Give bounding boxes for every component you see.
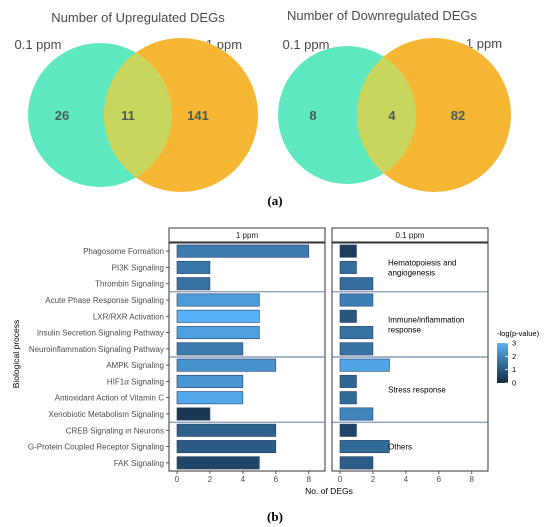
bar-1-7: [339, 358, 390, 372]
x-tick-label-1-2: 2: [371, 475, 376, 484]
bar-0-11: [176, 423, 277, 437]
venn-upregulated: Number of Upregulated DEGs 0.1 ppm 1 ppm…: [15, 10, 258, 192]
venn-left-label-up: 0.1 ppm: [15, 37, 62, 52]
colorbar-title: -log(p-value): [497, 329, 540, 338]
bar-0-0: [176, 244, 310, 258]
colorbar-tick-label-3: 0: [512, 379, 516, 388]
group-label-3-0: Others: [388, 443, 412, 452]
group-label-0-0: Hematopoiesis and: [388, 258, 456, 267]
bar-0-7: [176, 358, 277, 372]
bar-1-9: [339, 391, 357, 405]
category-label-5: Insulin Secretion Signaling Pathway: [37, 329, 164, 338]
group-label-2-0: Stress response: [388, 386, 446, 395]
x-tick-label-1-0: 0: [338, 475, 343, 484]
category-label-8: HIF1α Signaling: [107, 377, 164, 386]
venn-count-right-down: 82: [451, 108, 465, 123]
category-label-1: PI3K Signaling: [112, 263, 164, 272]
category-label-4: LXR/RXR Activation: [93, 312, 164, 321]
bar-1-0: [339, 244, 357, 258]
panel-label-b: (b): [267, 509, 283, 524]
x-tick-label-1-4: 4: [404, 475, 409, 484]
bar-0-1: [176, 260, 211, 274]
bar-1-6: [339, 342, 374, 356]
bar-0-2: [176, 277, 211, 291]
bar-0-3: [176, 293, 260, 307]
venn-overlap-down: [357, 46, 416, 184]
bar-1-3: [339, 293, 374, 307]
bar-0-5: [176, 326, 260, 340]
bar-1-5: [339, 326, 374, 340]
bar-1-13: [339, 456, 374, 470]
category-label-9: Antioxidant Action of Vitamin C: [55, 394, 164, 403]
group-label-1-0: Immune/inflammation: [388, 315, 464, 324]
colorbar-tick-label-0: 3: [512, 339, 516, 348]
x-tick-label-0-8: 8: [307, 475, 312, 484]
bar-0-10: [176, 407, 211, 421]
bar-0-6: [176, 342, 244, 356]
bar-0-9: [176, 391, 244, 405]
bar-1-2: [339, 277, 374, 291]
venn-downregulated: Number of Downregulated DEGs 0.1 ppm 1 p…: [278, 8, 511, 192]
bar-1-1: [339, 260, 357, 274]
bar-1-4: [339, 309, 357, 323]
x-axis-title: No. of DEGs: [305, 486, 353, 496]
category-label-3: Acute Phase Response Signaling: [45, 296, 164, 305]
venn-count-left-down: 8: [309, 108, 316, 123]
category-label-11: CREB Signaling in Neurons: [66, 426, 164, 435]
venn-left-label-down: 0.1 ppm: [283, 37, 330, 52]
group-label-0-1: angiogenesis: [388, 268, 435, 277]
colorbar: [497, 343, 508, 383]
category-label-2: Thrombin Signaling: [95, 280, 164, 289]
bar-1-10: [339, 407, 374, 421]
category-label-0: Phagosome Formation: [83, 247, 164, 256]
facet-strip-label-1: 0.1 ppm: [396, 231, 425, 240]
colorbar-tick-label-2: 1: [512, 365, 516, 374]
venn-title-up: Number of Upregulated DEGs: [51, 10, 225, 25]
y-axis-title: Biological process: [11, 320, 21, 389]
venn-overlap-up: [104, 43, 172, 187]
category-label-10: Xenobiotic Metabolism Signaling: [48, 410, 164, 419]
venn-count-overlap-down: 4: [388, 108, 396, 123]
category-label-7: AMPK Signaling: [106, 361, 164, 370]
bar-0-8: [176, 374, 244, 388]
x-tick-label-0-2: 2: [208, 475, 213, 484]
panel-label-a: (a): [267, 193, 282, 208]
venn-title-down: Number of Downregulated DEGs: [287, 8, 478, 23]
facet-strip-0: [168, 227, 326, 243]
category-label-12: G-Protein Coupled Receptor Signaling: [28, 443, 164, 452]
group-label-1-1: response: [388, 325, 421, 334]
x-tick-label-0-4: 4: [241, 475, 246, 484]
x-tick-label-1-8: 8: [470, 475, 475, 484]
category-label-6: Neuroinflammation Signaling Pathway: [29, 345, 164, 354]
facet-strip-1: [331, 227, 489, 243]
x-tick-label-0-0: 0: [175, 475, 180, 484]
venn-count-right-up: 141: [187, 108, 209, 123]
bar-0-12: [176, 440, 277, 454]
bar-1-11: [339, 423, 357, 437]
facet-strip-label-0: 1 ppm: [236, 231, 259, 240]
bar-1-12: [339, 440, 390, 454]
x-tick-label-0-6: 6: [274, 475, 279, 484]
bar-chart: Biological process No. of DEGs -log(p-va…: [11, 227, 540, 524]
venn-count-overlap-up: 11: [121, 108, 135, 123]
bar-1-8: [339, 374, 357, 388]
venn-right-label-down: 1 ppm: [466, 36, 502, 51]
bar-0-13: [176, 456, 260, 470]
venn-count-left-up: 26: [55, 108, 69, 123]
colorbar-tick-label-1: 2: [512, 352, 516, 361]
bar-0-4: [176, 309, 260, 323]
x-tick-label-1-6: 6: [437, 475, 442, 484]
category-label-13: FAK Signaling: [114, 459, 164, 468]
